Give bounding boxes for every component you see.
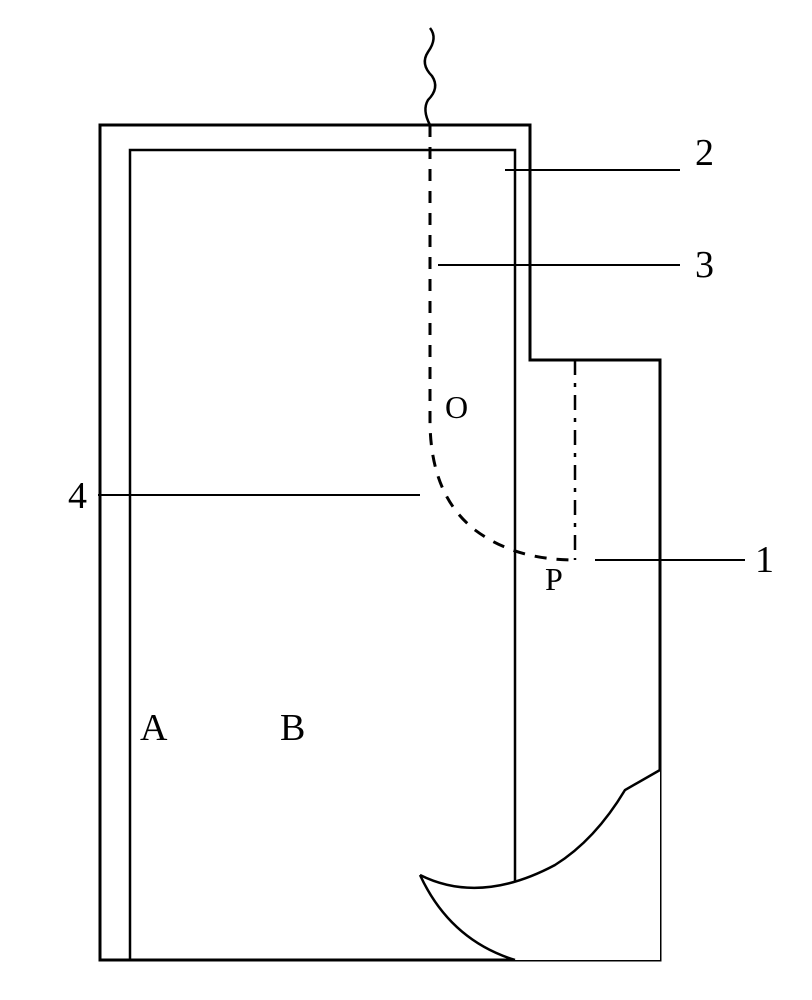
dashed-fold-line	[430, 125, 575, 560]
thread-squiggle	[425, 28, 435, 125]
page-curl-fill	[420, 770, 660, 960]
label-1: 1	[755, 539, 774, 581]
label-P: P	[545, 561, 563, 597]
label-3: 3	[695, 244, 714, 286]
label-A: A	[140, 707, 168, 749]
label-2: 2	[695, 132, 714, 174]
diagram-canvas: A B O P 1 2 3 4	[0, 0, 812, 1000]
label-B: B	[280, 707, 305, 749]
label-O: O	[445, 389, 468, 425]
inner-sheet	[130, 150, 515, 960]
label-4: 4	[68, 475, 87, 517]
